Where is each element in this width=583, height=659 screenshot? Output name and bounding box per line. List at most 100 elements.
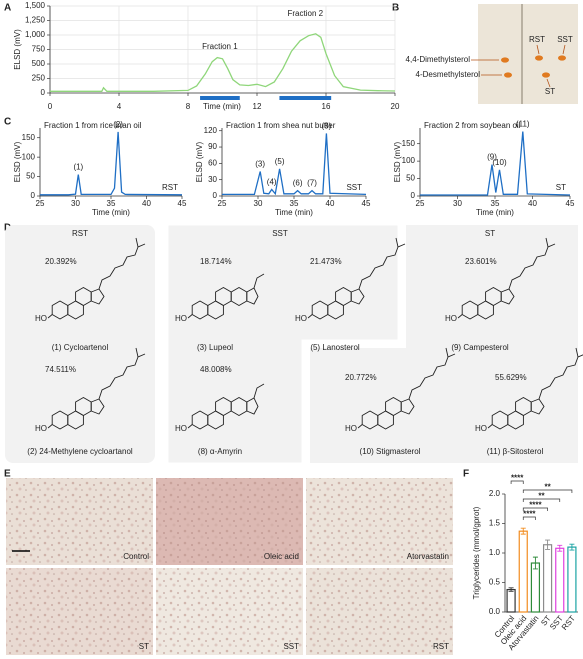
image-label: ST bbox=[139, 642, 149, 651]
x-axis-label: Time (min) bbox=[275, 208, 313, 217]
peak-label: (6) bbox=[293, 179, 303, 188]
percent-label: 21.473% bbox=[310, 257, 342, 266]
y-tick-label: 50 bbox=[406, 174, 415, 183]
chart-title: Fraction 1 from rice bran oil bbox=[44, 121, 142, 130]
y-tick-label: 250 bbox=[32, 74, 46, 83]
tlc-spot bbox=[501, 57, 509, 63]
y-tick-label: 0 bbox=[41, 88, 46, 97]
y-axis-label: ELSD (mV) bbox=[195, 141, 204, 182]
peak-label: (7) bbox=[307, 179, 317, 188]
significance-label: **** bbox=[511, 474, 524, 483]
tlc-spot bbox=[542, 72, 550, 78]
fraction-label: Fraction 2 bbox=[288, 9, 324, 18]
hydroxyl-label: HO bbox=[175, 314, 187, 323]
y-tick-label: 0.5 bbox=[489, 578, 501, 587]
structure: HO bbox=[175, 383, 265, 433]
lane-label: RST bbox=[529, 35, 545, 44]
y-tick-label: 90 bbox=[208, 142, 217, 151]
x-tick-label: 20 bbox=[391, 102, 400, 111]
structure: HO bbox=[475, 347, 583, 433]
hydroxyl-label: HO bbox=[345, 424, 357, 433]
significance-bracket bbox=[522, 498, 561, 502]
side-chain bbox=[508, 237, 556, 290]
arrow bbox=[536, 44, 540, 55]
y-tick-label: 1,250 bbox=[25, 16, 46, 25]
ring bbox=[90, 288, 105, 305]
x-tick-label: 45 bbox=[362, 199, 371, 208]
percent-label: 74.511% bbox=[45, 365, 76, 374]
ring bbox=[530, 398, 545, 415]
side-chain bbox=[408, 347, 456, 400]
axes bbox=[504, 494, 578, 613]
bond bbox=[187, 424, 193, 429]
significance-label: **** bbox=[529, 501, 542, 510]
micrograph-texture bbox=[6, 478, 153, 565]
arrow bbox=[562, 44, 566, 55]
side-chain bbox=[253, 383, 265, 399]
tlc-plate bbox=[478, 4, 578, 104]
axes bbox=[39, 128, 182, 197]
y-tick-label: 120 bbox=[204, 126, 218, 135]
x-tick-label: 30 bbox=[453, 199, 462, 208]
y-axis-label: ELSD (mV) bbox=[13, 29, 22, 70]
panel-label: C bbox=[4, 117, 11, 128]
bar bbox=[567, 546, 577, 613]
percent-label: 55.629% bbox=[495, 373, 527, 382]
x-tick-label: 45 bbox=[178, 199, 187, 208]
significance-label: ** bbox=[544, 483, 551, 492]
significance-bracket bbox=[522, 507, 548, 511]
micrograph-texture bbox=[6, 568, 153, 655]
compound-name: (2) 24-Methylene cycloartanol bbox=[27, 447, 133, 456]
y-axis-label: Triglycerides (mmol/gprot) bbox=[472, 506, 481, 599]
percent-label: 20.392% bbox=[45, 257, 77, 266]
image-label: Oleic acid bbox=[264, 552, 299, 561]
y-tick-label: 2.0 bbox=[489, 489, 501, 498]
micrograph-texture bbox=[306, 478, 453, 565]
hydroxyl-label: HO bbox=[35, 314, 47, 323]
y-tick-label: 150 bbox=[22, 133, 36, 142]
ring bbox=[90, 398, 105, 415]
x-tick-label: 30 bbox=[254, 199, 263, 208]
hydroxyl-label: HO bbox=[35, 424, 47, 433]
compound-name: (11) β-Sitosterol bbox=[487, 447, 544, 456]
structure: HO bbox=[35, 347, 146, 433]
y-tick-label: 750 bbox=[32, 45, 46, 54]
percent-label: 48.008% bbox=[200, 365, 232, 374]
structure: HO bbox=[295, 237, 406, 323]
y-axis-label: ELSD (mV) bbox=[393, 141, 402, 182]
group-label: RST bbox=[72, 229, 88, 238]
x-axis-label: Time (min) bbox=[92, 208, 130, 217]
y-tick-label: 0 bbox=[213, 191, 218, 200]
percent-label: 23.601% bbox=[465, 257, 497, 266]
micrograph-texture bbox=[306, 568, 453, 655]
side-chain bbox=[98, 237, 146, 290]
ring bbox=[500, 288, 515, 305]
x-tick-label: 16 bbox=[322, 102, 331, 111]
sample-label: ST bbox=[556, 183, 566, 192]
side-chain bbox=[358, 237, 406, 290]
image-label: Control bbox=[123, 552, 149, 561]
data-line bbox=[40, 131, 183, 196]
fraction-bar bbox=[200, 96, 240, 100]
x-tick-label: 25 bbox=[218, 199, 227, 208]
bar bbox=[530, 562, 541, 613]
spot-label: 4-Desmethylsterol bbox=[416, 70, 481, 79]
data-line bbox=[222, 133, 367, 196]
y-tick-label: 0 bbox=[411, 191, 416, 200]
group-box bbox=[310, 225, 578, 463]
group-box bbox=[5, 225, 155, 463]
x-axis-label: Time (min) bbox=[476, 208, 514, 217]
x-tick-label: 25 bbox=[416, 199, 425, 208]
fraction-label: Fraction 1 bbox=[202, 42, 238, 51]
peak-label: (3) bbox=[255, 160, 265, 169]
chart-title: Fraction 1 from shea nut butter bbox=[226, 121, 336, 130]
x-tick-label: 0 bbox=[48, 102, 53, 111]
y-tick-label: 1.5 bbox=[489, 519, 501, 528]
hydroxyl-label: HO bbox=[475, 424, 487, 433]
x-tick-label: 8 bbox=[186, 102, 191, 111]
peak-label: (1) bbox=[73, 163, 83, 172]
structure: HO bbox=[175, 273, 265, 323]
bar bbox=[542, 544, 553, 613]
image-label: SST bbox=[283, 642, 299, 651]
x-tick-label: 35 bbox=[290, 199, 299, 208]
